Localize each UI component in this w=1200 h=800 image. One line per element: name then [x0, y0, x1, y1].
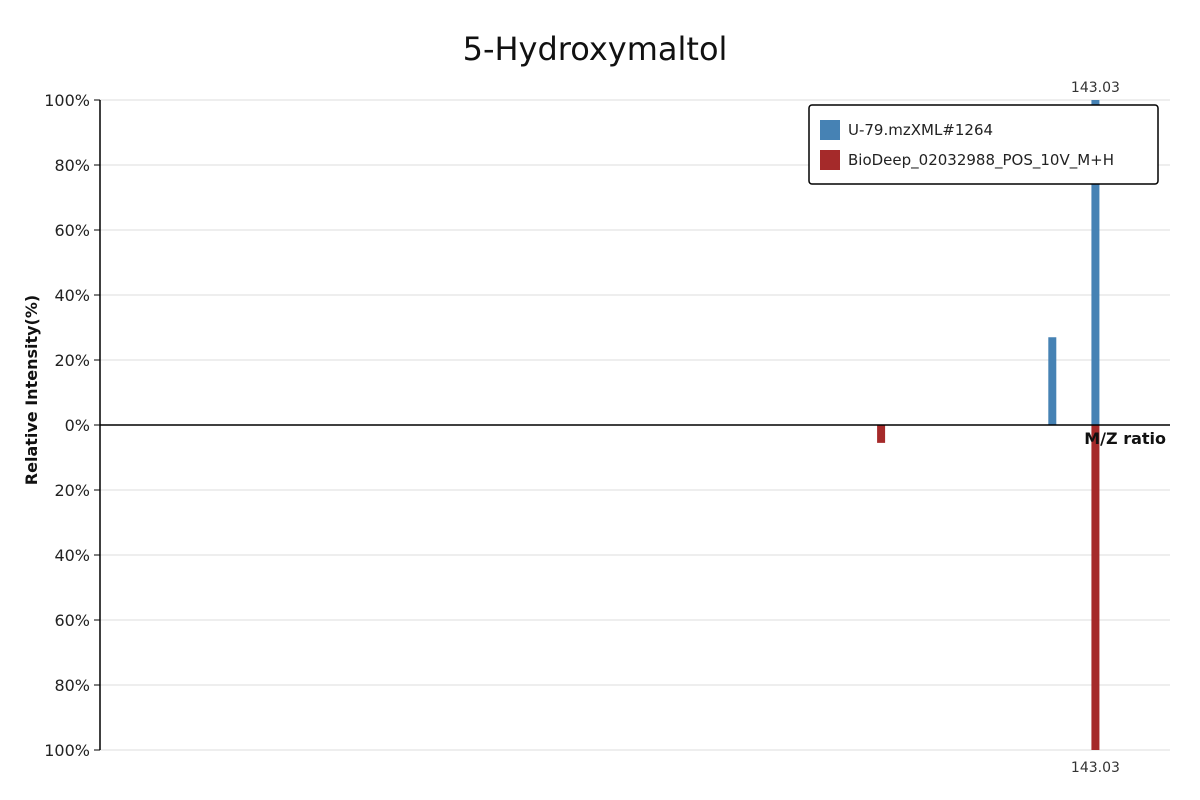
y-axis-label: Relative Intensity(%): [22, 295, 41, 485]
y-tick-label: 20%: [54, 351, 90, 370]
chart-title: 5-Hydroxymaltol: [463, 30, 728, 68]
bottom-peak-label: 143.03: [1071, 760, 1120, 776]
y-tick-label: 80%: [54, 156, 90, 175]
y-tick-label: 40%: [54, 286, 90, 305]
legend-box: [808, 104, 1159, 185]
x-axis-label: M/Z ratio: [1084, 429, 1166, 448]
grid-lines: [100, 99, 1170, 751]
y-tick-label: 100%: [44, 91, 90, 110]
legend-label-sample: U-79.mzXML#1264: [848, 121, 993, 139]
legend: U-79.mzXML#1264 BioDeep_02032988_POS_10V…: [808, 104, 1159, 185]
y-tick-label: 0%: [65, 416, 90, 435]
sample-peak-bar: [1091, 100, 1100, 425]
y-tick-label: 60%: [54, 221, 90, 240]
reference-peak-bar: [877, 425, 886, 443]
sample-peak-bar: [1048, 337, 1057, 425]
reference-peak-bar: [1091, 425, 1100, 750]
y-tick-label: 20%: [54, 481, 90, 500]
legend-swatch-sample: [820, 120, 840, 140]
y-tick-label: 80%: [54, 676, 90, 695]
y-tick-label: 100%: [44, 741, 90, 760]
legend-swatch-reference: [820, 150, 840, 170]
y-tick-label: 40%: [54, 546, 90, 565]
y-tick-label: 60%: [54, 611, 90, 630]
legend-label-reference: BioDeep_02032988_POS_10V_M+H: [848, 151, 1114, 170]
spectrum-bars: [877, 100, 1100, 750]
top-peak-label: 143.03: [1071, 80, 1120, 96]
axes: [99, 100, 1170, 750]
y-tick-labels: 100% 80% 60% 40% 20% 0% 20% 40% 60% 80% 100%: [44, 91, 100, 760]
